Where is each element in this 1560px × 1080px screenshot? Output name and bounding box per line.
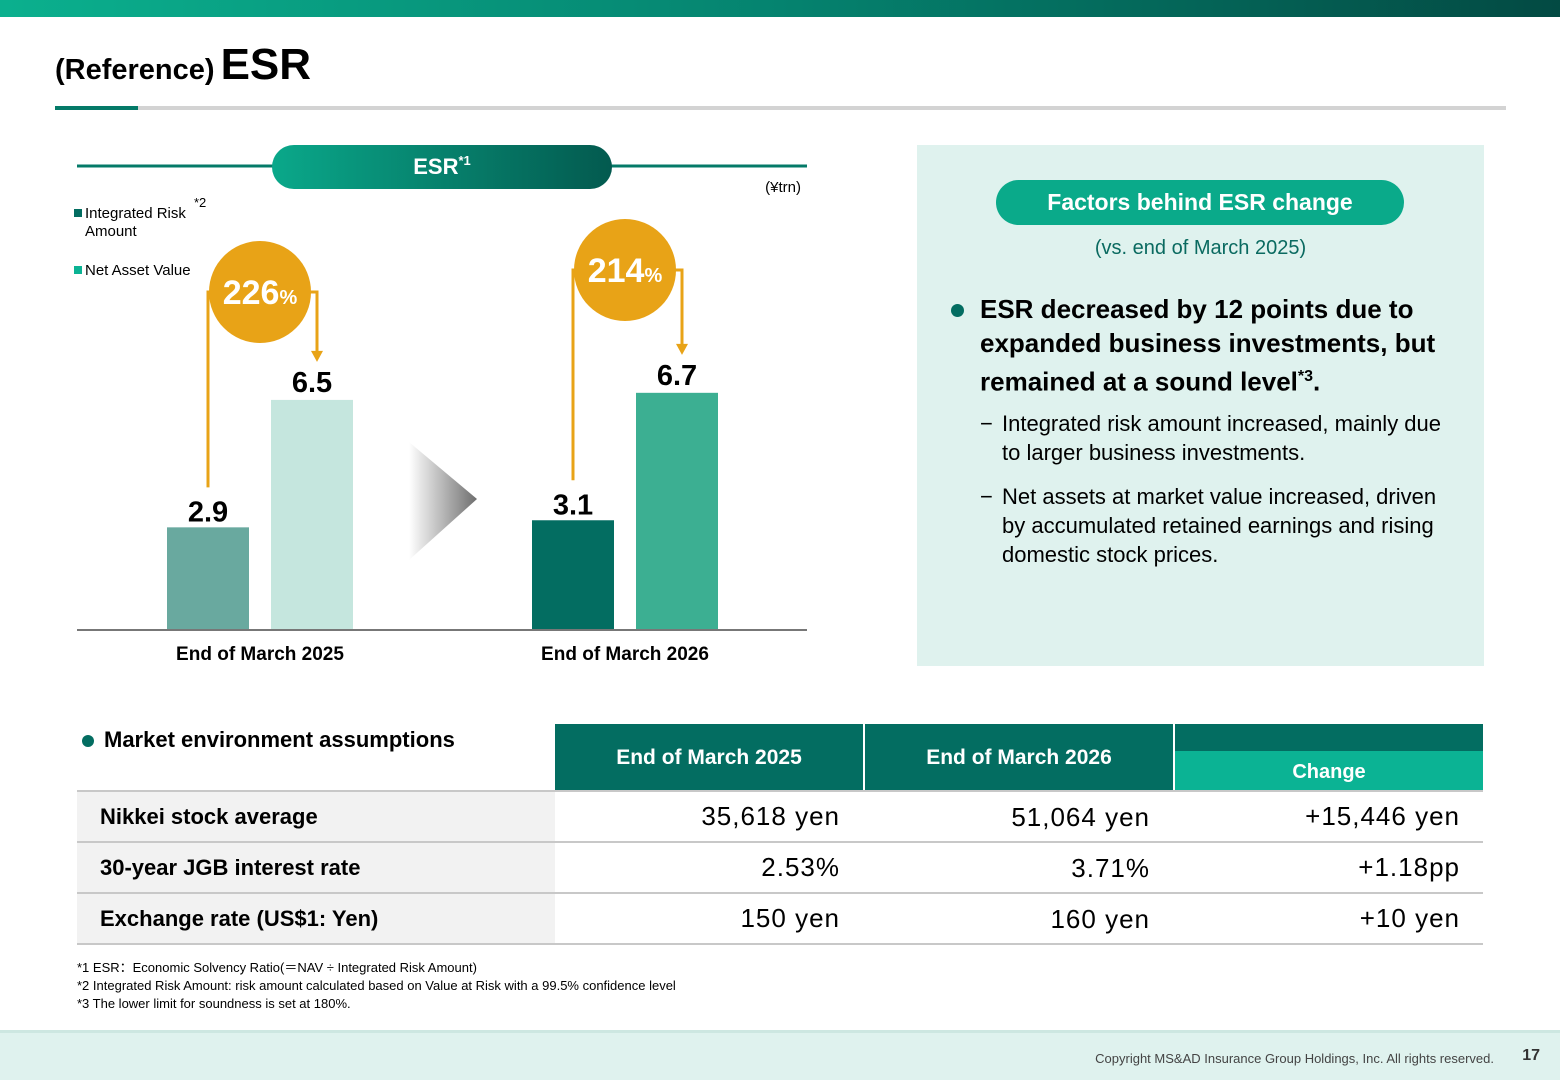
page-number: 17 — [1522, 1047, 1540, 1064]
market-title: Market environment assumptions — [104, 727, 455, 752]
factors-panel — [917, 145, 1484, 666]
progress-arrow-icon — [409, 442, 477, 560]
dash-icon: − — [980, 484, 993, 509]
copyright: Copyright MS&AD Insurance Group Holdings… — [1095, 1051, 1494, 1066]
cell-jgb-2026: 3.71% — [1071, 853, 1150, 883]
ratio-circle — [209, 241, 311, 343]
bar-nav — [636, 392, 718, 630]
ratio-label: 214% — [588, 252, 663, 290]
column-header-change: Change — [1175, 751, 1483, 791]
arrow-down-icon — [311, 350, 323, 362]
factors-subtitle: (vs. end of March 2025) — [1094, 237, 1307, 259]
tick-label-x: End of March 2026 — [541, 644, 709, 665]
footnotes: *1 ESR：Economic Solvency Ratio(＝NAV ÷ In… — [77, 959, 676, 1013]
table-divider — [77, 790, 1483, 792]
row-label-fx: Exchange rate (US$1: Yen) — [77, 894, 555, 943]
data-label-nav: 6.5 — [292, 367, 332, 399]
row-label-jgb: 30-year JGB interest rate — [77, 843, 555, 892]
column-header-2026: End of March 2026 — [865, 724, 1173, 791]
legend-label-risk: Integrated Risk — [85, 205, 186, 222]
legend-swatch-risk — [74, 209, 82, 217]
main-point: ESR decreased by 12 points due to expand… — [980, 294, 1436, 397]
dash-icon: − — [980, 411, 993, 436]
ratio-circle — [574, 219, 676, 321]
legend-label-nav: Net Asset Value — [85, 262, 191, 279]
bullet-icon — [951, 304, 964, 317]
legend-swatch-nav — [74, 266, 82, 274]
footnote-3: *3 The lower limit for soundness is set … — [77, 996, 351, 1011]
data-label-risk: 2.9 — [188, 496, 228, 528]
cell-fx-2026: 160 yen — [1050, 904, 1150, 934]
cell-nikkei-2025: 35,618 yen — [701, 801, 840, 831]
table-divider — [77, 841, 1483, 843]
sub-point-2: Net assets at market value increased, dr… — [1002, 484, 1437, 567]
footnote-1: *1 ESR：Economic Solvency Ratio(＝NAV ÷ In… — [77, 960, 477, 975]
ratio-label: 226% — [223, 274, 298, 312]
esr-banner-label: ESR*1 — [413, 153, 471, 179]
table-divider — [77, 892, 1483, 894]
sub-point-1: Integrated risk amount increased, mainly… — [1002, 411, 1442, 465]
title-underline-accent — [55, 106, 138, 110]
chart-marks: 2.9 6.5 End of March 2025 226% 3.1 6.7 End of … — [167, 219, 718, 665]
chart-unit: (¥trn) — [765, 179, 801, 196]
bar-nav — [271, 399, 353, 630]
data-label-nav: 6.7 — [657, 360, 697, 392]
column-header-change-top — [1175, 724, 1483, 751]
legend-label-risk-line2: Amount — [85, 223, 138, 240]
cell-jgb-2025: 2.53% — [761, 852, 840, 882]
column-header-2025: End of March 2025 — [555, 724, 863, 791]
legend-note-risk: *2 — [194, 195, 206, 210]
data-label-risk: 3.1 — [553, 489, 593, 521]
footnote-2: *2 Integrated Risk Amount: risk amount c… — [77, 978, 676, 993]
arrow-down-icon — [676, 343, 688, 355]
cell-fx-2025: 150 yen — [740, 903, 840, 933]
esr-chart: ESR*1 (¥trn) Integrated Risk Amount *2 N… — [74, 145, 807, 665]
cell-nikkei-change: +15,446 yen — [1305, 801, 1460, 831]
top-accent-bar — [0, 0, 1560, 17]
cell-jgb-change: +1.18pp — [1358, 852, 1460, 882]
footer-bar — [0, 1030, 1560, 1080]
title-main: ESR — [220, 40, 312, 89]
factors-pill: Factors behind ESR change — [996, 180, 1404, 225]
tick-label-x: End of March 2025 — [176, 644, 344, 665]
chart-legend: Integrated Risk Amount *2 Net Asset Valu… — [74, 195, 206, 279]
row-label-nikkei: Nikkei stock average — [77, 792, 555, 841]
page-title: (Reference) ESR — [55, 40, 311, 90]
bar-risk — [167, 527, 249, 630]
title-prefix: (Reference) — [55, 54, 215, 86]
bullet-icon — [82, 735, 94, 747]
bar-risk — [532, 520, 614, 630]
title-underline — [55, 106, 1506, 110]
cell-fx-change: +10 yen — [1359, 903, 1460, 933]
cell-nikkei-2026: 51,064 yen — [1011, 802, 1150, 832]
esr-banner — [272, 145, 612, 189]
table-divider — [77, 943, 1483, 945]
